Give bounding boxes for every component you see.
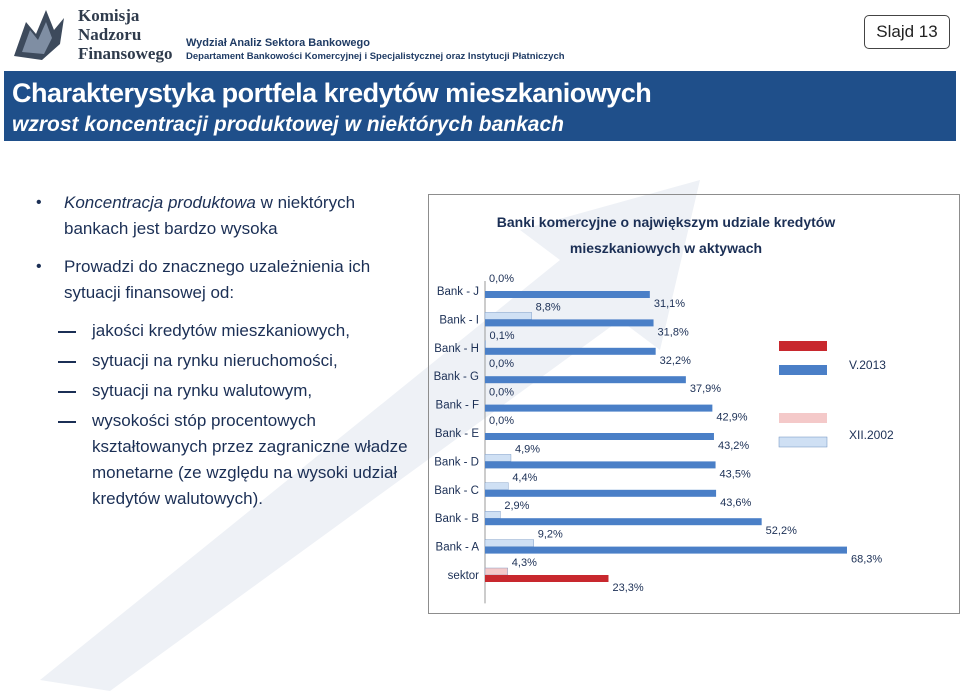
category-label: Bank - J: [437, 286, 479, 298]
bullet-item: Koncentracja produktowa w niektórych ban…: [36, 190, 416, 242]
category-label: Bank - G: [434, 371, 479, 383]
category-label: Bank - F: [436, 400, 479, 412]
bar-xii2002: [484, 539, 534, 547]
legend-swatch-v2013: [779, 365, 827, 375]
bullet-list: Koncentracja produktowa w niektórych ban…: [36, 190, 416, 516]
data-label-xii2002: 4,3%: [512, 557, 537, 569]
title-bar: [4, 71, 956, 141]
data-label-v2013: 31,1%: [654, 298, 685, 310]
data-label-v2013: 37,9%: [690, 383, 721, 395]
bar-v2013: [485, 347, 656, 355]
data-label-xii2002: 0,0%: [489, 387, 514, 399]
sub-bullet-item: sytuacji na rynku nieruchomości,: [36, 348, 416, 374]
data-label-v2013: 52,2%: [766, 525, 797, 537]
data-label-v2013: 42,9%: [716, 412, 747, 424]
chart-title-line2: mieszkaniowych w aktywach: [570, 240, 762, 256]
bar-chart: Banki komercyjne o największym udziale k…: [434, 214, 894, 604]
bar-xii2002: [484, 567, 508, 576]
chart-title-line1: Banki komercyjne o największym udziale k…: [497, 214, 836, 230]
page-title: Charakterystyka portfela kredytów mieszk…: [12, 78, 652, 108]
bar-v2013: [485, 319, 654, 327]
sub-bullet-item: sytuacji na rynku walutowym,: [36, 378, 416, 404]
logo-text: Komisja Nadzoru Finansowego: [78, 6, 173, 63]
category-label: sektor: [448, 570, 479, 582]
bar-v2013: [485, 518, 762, 526]
bar-xii2002: [484, 511, 501, 519]
department-line1: Wydział Analiz Sektora Bankowego: [186, 37, 370, 49]
slide-number-badge: Slajd 13: [864, 15, 950, 49]
data-label-v2013: 31,8%: [658, 326, 689, 338]
sub-bullet-item: wysokości stóp procentowych kształtowany…: [36, 408, 416, 512]
bar-v2013: [485, 404, 713, 412]
data-label-v2013: 43,2%: [718, 440, 749, 452]
category-label: Bank - D: [434, 456, 479, 468]
legend-swatch-xii2002-sektor: [779, 413, 827, 423]
data-label-xii2002: 2,9%: [504, 500, 529, 512]
data-label-xii2002: 8,8%: [536, 301, 561, 313]
bullet-text: w niektórych bankach jest bardzo wysoka: [64, 193, 356, 238]
bar-v2013: [485, 376, 686, 384]
data-label-xii2002: 4,4%: [512, 472, 537, 484]
data-label-xii2002: 0,0%: [489, 273, 514, 285]
data-label-v2013: 68,3%: [851, 554, 882, 566]
data-label-xii2002: 0,1%: [490, 330, 515, 342]
category-label: Bank - H: [434, 343, 479, 355]
bar-xii2002: [484, 482, 509, 490]
data-label-v2013: 43,6%: [720, 497, 751, 509]
category-label: Bank - I: [439, 314, 479, 326]
bar-v2013: [485, 575, 609, 582]
bar-v2013: [485, 433, 714, 440]
legend-swatch-v2013-sektor: [779, 341, 827, 351]
data-label-v2013: 43,5%: [720, 468, 751, 480]
bullet-item: Prowadzi do znacznego uzależnienia ich s…: [36, 254, 416, 306]
chart-frame: Banki komercyjne o największym udziale k…: [428, 194, 960, 614]
eagle-emblem-icon: [14, 10, 64, 60]
department-info: Wydział Analiz Sektora Bankowego Departa…: [186, 36, 565, 63]
data-label-xii2002: 4,9%: [515, 443, 540, 455]
bar-v2013: [485, 489, 717, 497]
legend-swatch-xii2002: [778, 436, 828, 448]
knf-logo: Komisja Nadzoru Finansowego: [6, 4, 176, 66]
legend-label-v2013: V.2013: [849, 358, 886, 372]
bar-xii2002: [484, 454, 512, 462]
bar-v2013: [485, 461, 716, 469]
data-label-v2013: 23,3%: [612, 582, 643, 594]
data-label-xii2002: 0,0%: [489, 415, 514, 427]
data-label-v2013: 32,2%: [660, 355, 691, 367]
legend-label-xii2002: XII.2002: [849, 428, 894, 442]
category-label: Bank - A: [436, 542, 480, 554]
department-line2: Departament Bankowości Komercyjnej i Spe…: [186, 51, 565, 62]
bar-xii2002: [484, 340, 486, 349]
bar-xii2002: [484, 312, 532, 320]
category-label: Bank - E: [435, 428, 479, 440]
data-label-xii2002: 0,0%: [489, 358, 514, 370]
category-label: Bank - C: [434, 485, 479, 497]
bar-v2013: [485, 291, 650, 298]
page-subtitle: wzrost koncentracji produktowej w niektó…: [12, 113, 564, 136]
category-label: Bank - B: [435, 513, 479, 525]
data-label-xii2002: 9,2%: [538, 529, 563, 541]
bar-v2013: [485, 546, 847, 554]
sub-bullet-item: jakości kredytów mieszkaniowych,: [36, 318, 416, 344]
bullet-emphasis: Koncentracja produktowa: [64, 193, 256, 212]
